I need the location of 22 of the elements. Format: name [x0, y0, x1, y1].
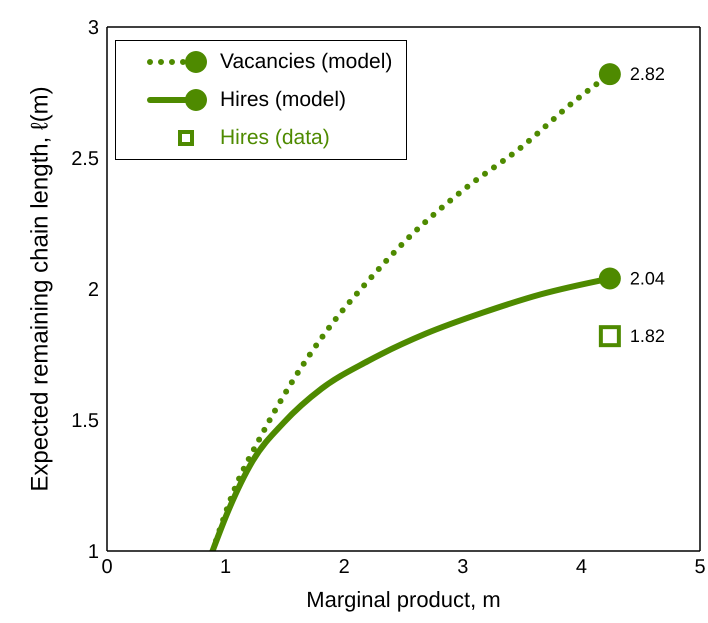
y-tick-label: 3: [88, 17, 99, 40]
legend-label: Hires (data): [220, 126, 330, 150]
point: [598, 63, 621, 86]
x-axis-title: Marginal product, m: [306, 587, 501, 612]
x-tick-label: 5: [694, 556, 706, 578]
y-axis-title: Expected remaining chain length, ℓ(m): [26, 86, 54, 492]
data-label: 2.82: [630, 64, 665, 84]
x-tick-label: 2: [338, 556, 350, 578]
x-tick-label: 3: [457, 556, 468, 578]
x-tick-label: 0: [101, 556, 113, 578]
data-label: 2.04: [630, 268, 665, 289]
x-tick-label: 4: [576, 556, 587, 578]
point: [598, 268, 621, 290]
y-tick-label: 1.5: [71, 410, 99, 432]
legend-label: Vacancies (model): [220, 50, 392, 74]
x-tick-label: 1: [220, 556, 232, 578]
point: [598, 325, 621, 348]
y-tick-label: 2.5: [71, 148, 99, 170]
data-label: 1.82: [630, 326, 665, 346]
y-tick-label: 1: [88, 541, 99, 564]
y-tick-label: 2: [88, 279, 99, 302]
legend-label: Hires (model): [220, 88, 346, 112]
